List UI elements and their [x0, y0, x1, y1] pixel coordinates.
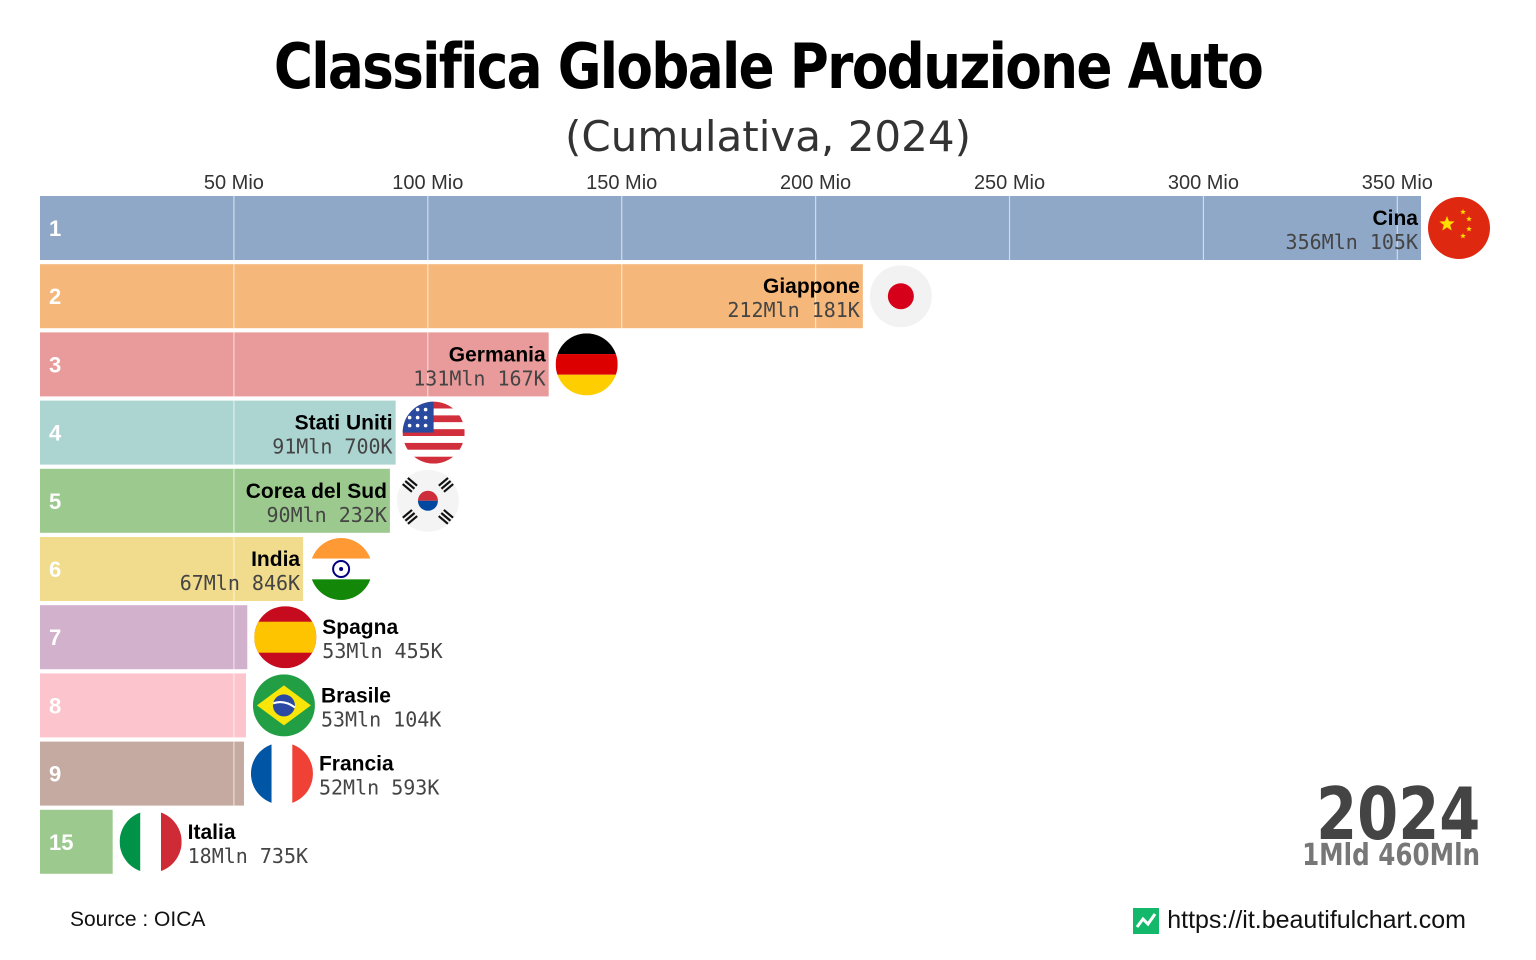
website-url[interactable]: https://it.beautifulchart.com: [1167, 906, 1466, 934]
chart-title: Classifica Globale Produzione Auto: [273, 30, 1264, 103]
x-tick-label: 100 Mio: [392, 172, 463, 194]
value-label: 91Mln 700K: [272, 435, 392, 459]
country-label: Italia: [188, 821, 236, 844]
x-tick-label: 350 Mio: [1362, 172, 1433, 194]
value-label: 356Mln 105K: [1286, 230, 1418, 254]
value-label: 90Mln 232K: [267, 503, 387, 527]
rank-label: 1: [49, 216, 61, 241]
x-tick-label: 50 Mio: [204, 172, 264, 194]
rank-label: 15: [49, 830, 73, 855]
x-tick-label: 250 Mio: [974, 172, 1045, 194]
bar: [40, 468, 390, 533]
value-label: 212Mln 181K: [727, 298, 859, 322]
japan-flag-icon: [869, 265, 932, 328]
year-counter: 2024: [1315, 772, 1480, 856]
value-label: 131Mln 167K: [413, 366, 545, 390]
bar: [40, 605, 248, 670]
rank-label: 7: [49, 625, 61, 650]
rank-label: 5: [49, 489, 61, 514]
x-tick-label: 150 Mio: [586, 172, 657, 194]
brazil-flag-icon: [252, 674, 315, 737]
germany-flag-icon: [555, 333, 618, 396]
country-label: Cina: [1372, 207, 1418, 230]
chart-logo-icon: [1133, 907, 1160, 934]
rank-label: 3: [49, 352, 61, 377]
chart-subtitle: (Cumulativa, 2024): [565, 112, 971, 161]
rank-label: 2: [49, 284, 61, 309]
rank-label: 9: [49, 762, 61, 787]
bar: [40, 332, 549, 397]
country-label: Corea del Sud: [246, 480, 387, 503]
bar: [40, 264, 863, 329]
value-label: 53Mln 455K: [322, 639, 442, 663]
bar: [40, 400, 396, 465]
bar: [40, 537, 304, 601]
x-axis-ticks: 50 Mio 100 Mio 150 Mio 200 Mio 250 Mio 300 Mi…: [204, 172, 1433, 194]
usa-flag-icon: [402, 401, 465, 464]
country-label: Brasile: [321, 684, 391, 707]
india-flag-icon: [310, 538, 373, 600]
value-label: 53Mln 104K: [321, 707, 441, 731]
bar: [40, 673, 246, 738]
rank-label: 6: [49, 557, 61, 582]
country-label: Stati Uniti: [295, 412, 393, 435]
china-flag-icon: [1428, 197, 1490, 259]
rank-label: 8: [49, 693, 61, 718]
bar: [40, 741, 244, 806]
spain-flag-icon: [254, 606, 317, 669]
website-link[interactable]: https://it.beautifulchart.com: [1133, 906, 1466, 935]
country-label: Spagna: [322, 616, 398, 639]
bar: [40, 809, 113, 874]
italy-flag-icon: [119, 810, 182, 873]
source-label: Source : OICA: [70, 908, 206, 931]
x-tick-label: 300 Mio: [1168, 172, 1239, 194]
bar-chart: 50 Mio 100 Mio 150 Mio 200 Mio 250 Mio 300 Mi…: [40, 172, 1490, 874]
total-counter: 1Mld 460Mln: [1302, 838, 1480, 873]
x-tick-label: 200 Mio: [780, 172, 851, 194]
country-label: India: [251, 548, 300, 571]
country-label: Giappone: [763, 275, 860, 298]
country-label: Germania: [449, 343, 546, 366]
value-label: 52Mln 593K: [319, 776, 439, 800]
value-label: 67Mln 846K: [180, 571, 300, 595]
france-flag-icon: [250, 742, 313, 805]
rank-label: 4: [49, 421, 62, 446]
country-label: Francia: [319, 753, 394, 776]
value-label: 18Mln 735K: [188, 844, 308, 868]
bar: [40, 196, 1421, 260]
south-korea-flag-icon: [396, 469, 459, 532]
